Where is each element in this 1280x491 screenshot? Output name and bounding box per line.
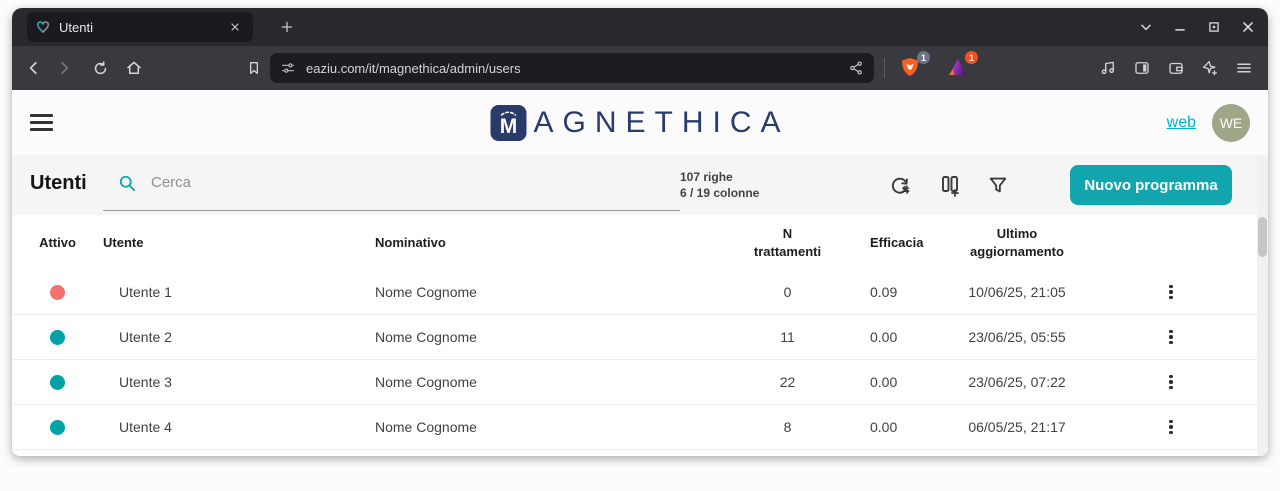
cell-treatments: 11	[780, 329, 795, 345]
rows-count: 107 righe	[680, 170, 733, 184]
row-menu-icon[interactable]	[1157, 278, 1185, 306]
cell-updated: 10/06/25, 21:05	[968, 284, 1066, 300]
url-text[interactable]: eaziu.com/it/magnethica/admin/users	[306, 60, 521, 76]
column-header[interactable]: N trattamenti	[753, 225, 822, 259]
app-content: M AGNETHICA web WE Utenti 107 righe 6 / …	[12, 90, 1268, 456]
forward-button[interactable]	[50, 54, 78, 82]
page-title: Utenti	[30, 172, 87, 194]
maximize-button[interactable]	[1202, 15, 1226, 39]
cell-name: Nome Cognome	[375, 419, 477, 435]
reload-button[interactable]	[86, 54, 114, 82]
minimize-button[interactable]	[1168, 15, 1192, 39]
cell-user: Utente 2	[119, 329, 172, 345]
column-header[interactable]: Utente	[103, 234, 144, 250]
row-menu-icon[interactable]	[1157, 323, 1185, 351]
sparkle-ai-icon[interactable]	[1196, 54, 1224, 82]
refresh-sync-icon[interactable]	[884, 169, 916, 201]
url-bar[interactable]: eaziu.com/it/magnethica/admin/users	[270, 53, 874, 83]
home-button[interactable]	[120, 54, 148, 82]
browser-right-icons	[1094, 46, 1258, 90]
status-dot	[50, 329, 65, 345]
table-stats: 107 righe 6 / 19 colonne	[680, 169, 759, 201]
wallet-icon[interactable]	[1162, 54, 1190, 82]
column-header[interactable]: Efficacia	[870, 234, 924, 250]
browser-toolbar: eaziu.com/it/magnethica/admin/users 1	[12, 46, 1268, 90]
cell-updated: 23/06/25, 05:55	[968, 329, 1066, 345]
app-menu-icon[interactable]	[30, 108, 58, 136]
filter-icon[interactable]	[982, 169, 1014, 201]
cell-updated: 06/05/25, 21:17	[968, 419, 1066, 435]
browser-tab[interactable]: Utenti	[27, 12, 253, 42]
cell-treatments: 8	[783, 419, 792, 435]
magnethica-logo: M AGNETHICA	[490, 104, 790, 141]
extension-badge: 1	[965, 51, 978, 64]
new-program-button[interactable]: Nuovo programma	[1070, 165, 1232, 205]
back-button[interactable]	[20, 54, 48, 82]
row-menu-icon[interactable]	[1157, 368, 1185, 396]
table-header-row: Attivo Utente Nominativo N trattamenti Effic…	[12, 215, 1268, 270]
cell-efficacy: 0.09	[870, 284, 898, 300]
tab-close-icon[interactable]	[225, 17, 245, 37]
add-column-icon[interactable]	[934, 169, 966, 201]
close-window-button[interactable]	[1236, 15, 1260, 39]
table-row[interactable]: Utente 2 Nome Cognome 11 0.00 23/06/25, …	[12, 315, 1268, 360]
cell-user: Utente 4	[119, 419, 172, 435]
table-row[interactable]: Utente 3 Nome Cognome 22 0.00 23/06/25, …	[12, 360, 1268, 405]
column-header[interactable]: Ultimo aggiornamento	[970, 225, 1064, 259]
cell-treatments: 0	[783, 284, 792, 300]
search-input[interactable]	[151, 174, 680, 191]
cell-updated: 23/06/25, 07:22	[968, 374, 1066, 390]
cell-efficacy: 0.00	[870, 374, 898, 390]
sidebar-toggle-icon[interactable]	[1128, 54, 1156, 82]
tab-title: Utenti	[59, 19, 93, 35]
status-dot	[50, 284, 65, 300]
columns-count: 6 / 19 colonne	[680, 186, 760, 200]
cell-user: Utente 3	[119, 374, 172, 390]
cell-efficacy: 0.00	[870, 329, 898, 345]
page-toolbar: Utenti 107 righe 6 / 19 colonne Nuovo pr…	[12, 155, 1268, 215]
status-dot	[50, 419, 65, 435]
column-header[interactable]: Attivo	[39, 234, 76, 250]
table-body: Utente 1 Nome Cognome 0 0.09 10/06/25, 2…	[12, 270, 1268, 450]
share-icon[interactable]	[848, 60, 864, 76]
scrollbar-thumb[interactable]	[1258, 217, 1267, 257]
tab-bar: Utenti	[12, 8, 1268, 46]
cell-name: Nome Cognome	[375, 284, 477, 300]
avatar[interactable]: WE	[1212, 103, 1250, 142]
media-playback-icon[interactable]	[1094, 54, 1122, 82]
search-icon	[117, 173, 137, 193]
web-link[interactable]: web	[1166, 113, 1196, 131]
toolbar-divider	[884, 58, 885, 78]
svg-text:M: M	[500, 115, 518, 138]
browser-menu-icon[interactable]	[1230, 54, 1258, 82]
table-row[interactable]: Utente 1 Nome Cognome 0 0.09 10/06/25, 2…	[12, 270, 1268, 315]
cell-efficacy: 0.00	[870, 419, 898, 435]
table-row[interactable]: Utente 4 Nome Cognome 8 0.00 06/05/25, 2…	[12, 405, 1268, 450]
cell-treatments: 22	[779, 374, 796, 390]
window-controls	[1134, 8, 1260, 46]
new-tab-button[interactable]	[274, 15, 300, 39]
row-menu-icon[interactable]	[1157, 413, 1185, 441]
triangle-extension-icon[interactable]: 1	[946, 51, 978, 81]
cell-user: Utente 1	[119, 284, 172, 300]
app-header: M AGNETHICA web WE	[12, 90, 1268, 155]
tab-list-chevron-icon[interactable]	[1134, 15, 1158, 39]
shield-extension-icon[interactable]: 1	[898, 51, 930, 81]
extension-badge: 1	[917, 51, 930, 64]
users-table: Attivo Utente Nominativo N trattamenti Effic…	[12, 215, 1268, 450]
bookmark-icon[interactable]	[240, 54, 268, 82]
logo-text: AGNETHICA	[533, 105, 790, 139]
status-dot	[50, 374, 65, 390]
cell-name: Nome Cognome	[375, 374, 477, 390]
logo-m-badge: M	[490, 104, 527, 141]
site-permissions-icon[interactable]	[280, 60, 296, 76]
browser-window: Utenti	[12, 8, 1268, 456]
vertical-scrollbar[interactable]	[1257, 155, 1268, 456]
search-field[interactable]	[103, 155, 680, 211]
heart-favicon-icon	[35, 19, 51, 35]
column-header[interactable]: Nominativo	[375, 234, 446, 250]
cell-name: Nome Cognome	[375, 329, 477, 345]
